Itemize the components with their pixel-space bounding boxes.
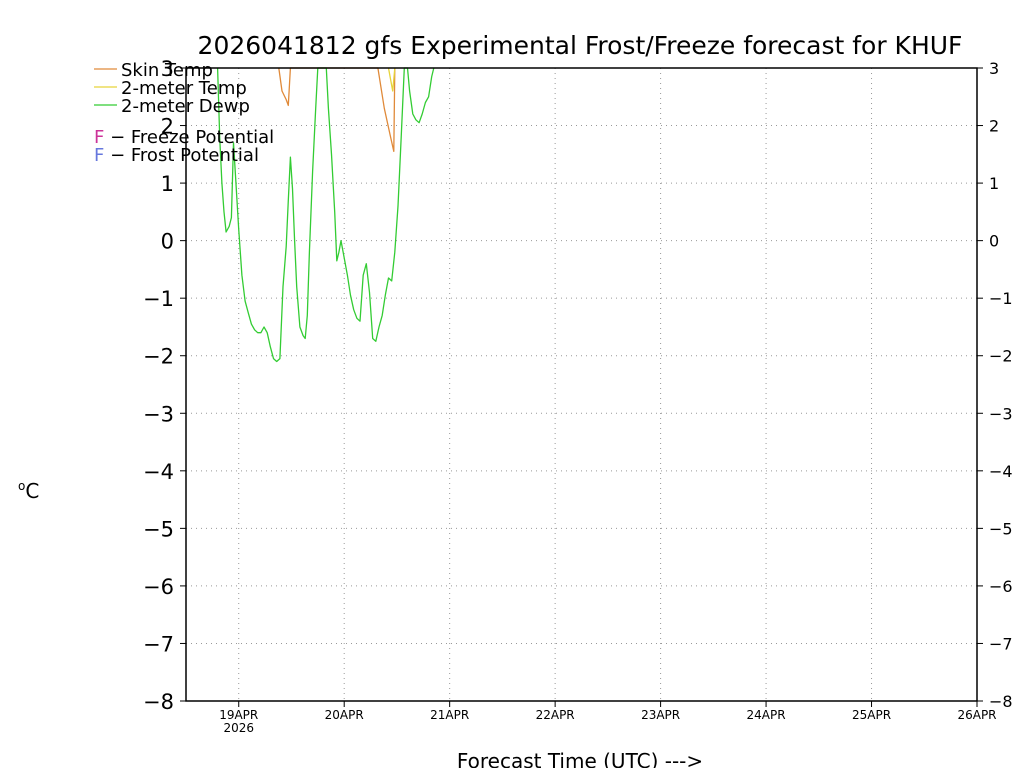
gridlines [186,68,977,701]
x-tick-sublabel: 2026 [223,721,254,735]
x-tick-label: 19APR [219,708,258,722]
y-tick-label-left: 3 [161,57,174,81]
y-tick-label-left: −7 [143,632,174,656]
y-tick-label-left: −1 [143,287,174,311]
x-tick-label: 25APR [852,708,891,722]
annotation-label: − Freeze Potential [104,127,274,148]
plot-frame [185,67,978,702]
y-tick-label-left: 2 [161,115,174,139]
y-axis-label-degree: o [18,479,25,493]
y-tick-label-right: −4 [989,462,1013,481]
series-line-2-meter-dewp [216,67,435,363]
legend-label: Skin Temp [121,60,213,81]
y-axis-label: oC [18,479,39,503]
x-tick-label: 24APR [747,708,786,722]
legend-label: 2-meter Dewp [121,96,250,117]
y-tick-label-right: 3 [989,59,999,78]
axis-ticks: 3 3 2 2 1 1 0 0 −1 −1 −2 −2 −3 −3 −4 −4 −5 −5 −6 −6 −7 −7 −8 −8… [143,57,1013,735]
y-axis-label-unit: C [25,479,39,503]
x-tick-label: 21APR [430,708,469,722]
annotation-letter: F [94,127,104,148]
y-tick-label-left: −6 [143,575,174,599]
annotation-text: F − Frost Potential [94,145,259,166]
y-tick-label-right: 2 [989,117,999,136]
x-tick-label: 22APR [536,708,575,722]
y-tick-label-right: −7 [989,634,1013,653]
y-tick-label-left: −5 [143,517,174,541]
y-tick-label-left: −3 [143,402,174,426]
y-tick-label-right: −8 [989,692,1013,711]
y-tick-label-right: −2 [989,347,1013,366]
annotation-text: F − Freeze Potential [94,127,274,148]
y-tick-label-right: −5 [989,519,1013,538]
annotation-letter: F [94,145,104,166]
y-tick-label-right: 1 [989,174,999,193]
chart-title: 2026041812 gfs Experimental Frost/Freeze… [198,31,963,60]
x-tick-label: 20APR [325,708,364,722]
data-series [216,67,435,363]
y-tick-label-right: 0 [989,232,999,251]
y-tick-label-left: −2 [143,345,174,369]
x-tick-label: 26APR [957,708,996,722]
x-tick-label: 23APR [641,708,680,722]
y-tick-label-right: −3 [989,404,1013,423]
annotation-label: − Frost Potential [104,145,259,166]
y-tick-label-left: −8 [143,690,174,714]
series-line-2-meter-temp [387,67,396,92]
y-tick-label-right: −1 [989,289,1013,308]
y-tick-label-left: 1 [161,172,174,196]
legend-label: 2-meter Temp [121,78,247,99]
y-tick-label-right: −6 [989,577,1013,596]
y-tick-label-left: 0 [161,230,174,254]
x-axis-label: Forecast Time (UTC) ---> [457,749,703,768]
series-line-skin-temp [278,67,396,153]
y-tick-label-left: −4 [143,460,174,484]
